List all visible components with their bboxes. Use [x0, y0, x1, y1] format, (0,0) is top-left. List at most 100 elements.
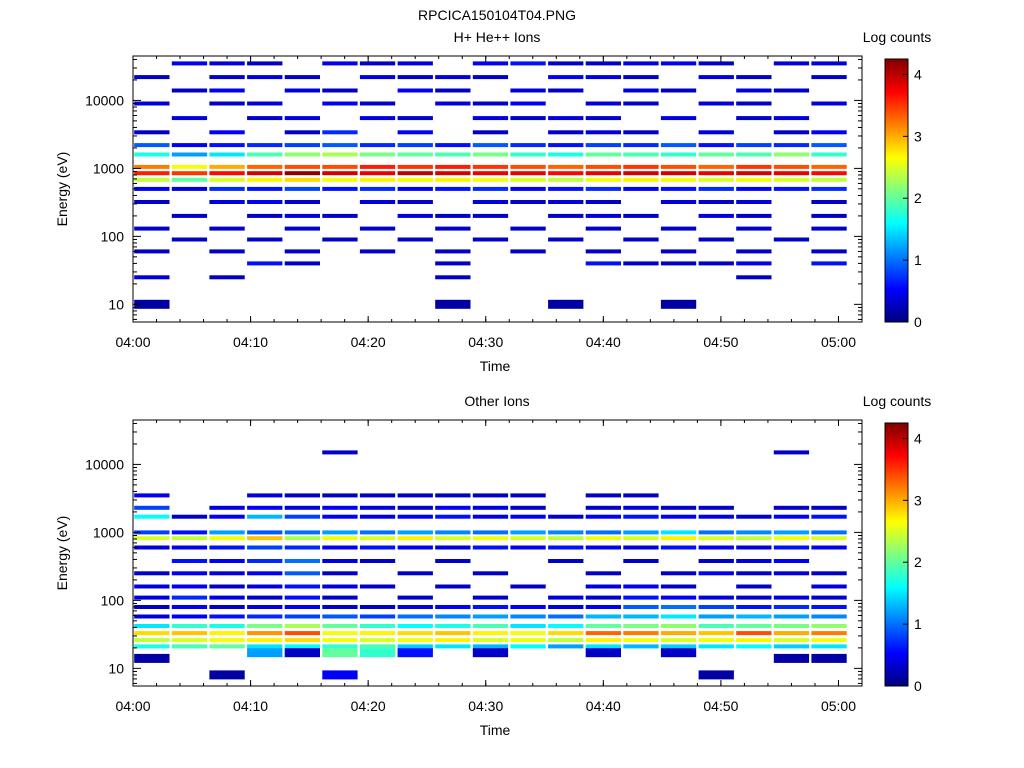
heatmap-cell	[134, 514, 170, 519]
heatmap-cell	[736, 152, 772, 157]
heatmap-cell	[247, 75, 283, 80]
heatmap-cell	[811, 61, 847, 66]
heatmap-cell	[623, 595, 659, 600]
heatmap-cell	[548, 559, 584, 563]
heatmap-cell	[247, 638, 283, 643]
heatmap-cell	[773, 152, 810, 157]
heatmap-cell	[510, 226, 546, 231]
heatmap-cell	[773, 571, 810, 576]
heatmap-cell	[773, 143, 810, 148]
heatmap-cell	[435, 249, 471, 254]
heatmap-cell	[623, 624, 659, 628]
heatmap-cell	[284, 605, 320, 609]
heatmap-cell	[209, 514, 245, 519]
heatmap-cell	[660, 249, 697, 254]
heatmap-cell	[209, 61, 245, 66]
heatmap-cell	[472, 101, 509, 106]
heatmap-cell	[773, 514, 810, 519]
heatmap-cell	[698, 75, 734, 80]
heatmap-cell	[284, 631, 320, 636]
heatmap-cell	[322, 237, 358, 242]
heatmap-cell	[736, 226, 772, 231]
heatmap-cell	[171, 614, 208, 619]
y-tick-label: 1000	[93, 160, 124, 176]
heatmap-cell	[548, 536, 584, 541]
heatmap-cell	[134, 493, 170, 498]
heatmap-cell	[472, 186, 509, 191]
heatmap-cell	[510, 200, 546, 204]
heatmap-cell	[660, 571, 697, 576]
colorbar-tick-label: 4	[914, 66, 922, 82]
heatmap-cell	[811, 101, 847, 106]
heatmap-cell	[585, 186, 621, 191]
heatmap-cell	[773, 164, 810, 169]
heatmap-cell	[247, 171, 283, 176]
heatmap-cell	[773, 171, 810, 176]
heatmap-cell	[134, 624, 170, 628]
heatmap-cell	[284, 638, 320, 643]
heatmap-cell	[698, 614, 734, 619]
heatmap-cell	[359, 605, 396, 609]
heatmap-cell	[773, 595, 810, 600]
heatmap-cell	[322, 514, 358, 519]
heatmap-cell	[736, 530, 772, 535]
heatmap-cell	[698, 130, 734, 135]
colorbar-tick-label: 3	[914, 492, 922, 508]
y-tick-label: 10000	[85, 92, 124, 108]
heatmap-cell	[548, 200, 584, 204]
heatmap-cell	[209, 88, 245, 93]
heatmap-cell	[435, 559, 471, 563]
x-tick-label: 04:20	[351, 698, 386, 714]
heatmap-cell	[510, 88, 546, 93]
heatmap-cell	[585, 226, 621, 231]
heatmap-cell	[548, 130, 584, 135]
heatmap-cell	[209, 530, 245, 535]
heatmap-cell	[397, 186, 433, 191]
heatmap-cell	[284, 249, 320, 254]
heatmap-cell	[209, 638, 245, 643]
heatmap-cell	[209, 101, 245, 106]
heatmap-cell	[134, 571, 170, 576]
heatmap-cell	[773, 116, 810, 121]
heatmap-cell	[510, 536, 546, 541]
heatmap-cell	[811, 584, 847, 589]
heatmap-cell	[171, 571, 208, 576]
heatmap-cell	[698, 644, 734, 649]
heatmap-cell	[322, 213, 358, 218]
heatmap-cell	[736, 545, 772, 550]
heatmap-cell	[623, 177, 659, 182]
heatmap-cell	[736, 624, 772, 628]
heatmap-cell	[322, 450, 358, 455]
heatmap-cell	[510, 186, 546, 191]
heatmap-cell	[247, 493, 283, 498]
heatmap-cell	[773, 88, 810, 93]
heatmap-cell	[811, 644, 847, 649]
heatmap-cell	[660, 536, 697, 541]
heatmap-cell	[435, 584, 471, 589]
heatmap-cell	[247, 631, 283, 636]
heatmap-cell	[134, 143, 170, 148]
heatmap-cell	[510, 605, 546, 609]
heatmap-cell	[472, 143, 509, 148]
heatmap-cell	[660, 171, 697, 176]
heatmap-cell	[811, 530, 847, 535]
heatmap-cell	[247, 200, 283, 204]
heatmap-cell	[548, 61, 584, 66]
heatmap-cell	[171, 631, 208, 636]
heatmap-cell	[811, 213, 847, 218]
heatmap-cell	[209, 143, 245, 148]
heatmap-cell	[472, 530, 509, 535]
heatmap-cell	[247, 644, 283, 649]
heatmap-cell	[209, 670, 245, 680]
colorbar-tick-label: 2	[914, 554, 922, 570]
x-tick-label: 04:00	[115, 334, 150, 350]
heatmap-cell	[134, 638, 170, 643]
heatmap-cell	[322, 605, 358, 609]
heatmap-cell	[284, 152, 320, 157]
heatmap-cell	[247, 186, 283, 191]
heatmap-cell	[284, 186, 320, 191]
heatmap-cell	[247, 116, 283, 121]
heatmap-cell	[134, 130, 170, 135]
heatmap-cell	[209, 584, 245, 589]
heatmap-cell	[209, 226, 245, 231]
